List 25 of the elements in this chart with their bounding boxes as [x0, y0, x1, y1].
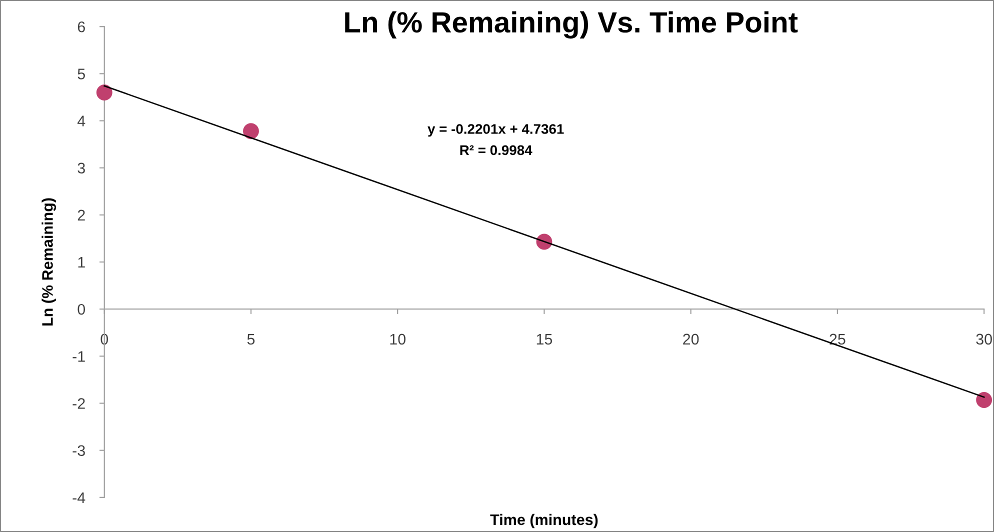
point — [243, 123, 259, 140]
x-tick-label: 20 — [683, 334, 699, 345]
annotation: y = -0.2201x + 4.7361 — [428, 124, 564, 137]
y-tick-label: 3 — [78, 162, 85, 174]
y-axis-title: Ln (% Remaining) — [42, 198, 56, 326]
y-tick-label: -4 — [72, 492, 86, 503]
y-tick-label: -3 — [72, 445, 85, 456]
y-tick-label: -1 — [72, 351, 85, 362]
x-tick-label: 15 — [536, 334, 552, 345]
chart-title: Ln (% Remaining) Vs. Time Point — [345, 11, 798, 39]
y-tick-label: -2 — [72, 398, 85, 409]
y-tick-label: 1 — [78, 257, 85, 268]
y-tick-label: 5 — [78, 68, 85, 80]
y-tick-label: 4 — [77, 116, 86, 126]
point — [976, 392, 992, 408]
x-tick-label: 30 — [976, 334, 992, 345]
x-tick-label: 10 — [390, 334, 406, 345]
annotation: R² = 0.9984 — [460, 145, 532, 156]
x-axis-title: Time (minutes) — [490, 514, 598, 528]
point — [96, 84, 112, 100]
y-tick-label: 2 — [78, 210, 85, 220]
y-tick-label: 6 — [78, 21, 85, 32]
x-tick-label: 0 — [100, 334, 108, 345]
y-tick-label: 0 — [78, 304, 86, 315]
x-tick-label: 5 — [247, 334, 255, 345]
